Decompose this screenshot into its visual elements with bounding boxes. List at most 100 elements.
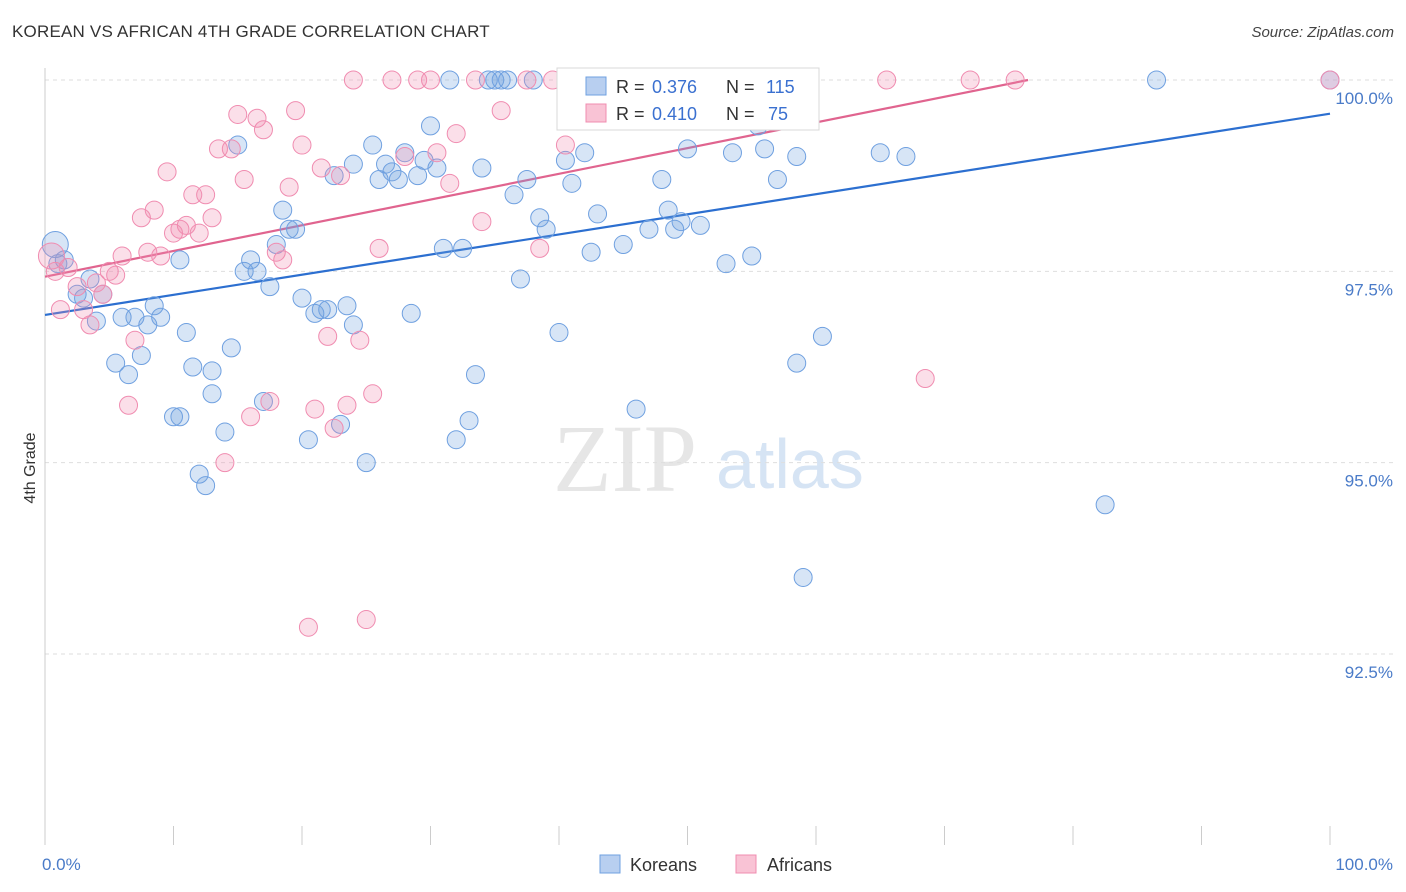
source-credit: Source: ZipAtlas.com	[1251, 24, 1394, 41]
koreans-point-63	[459, 411, 479, 431]
y-tick-label-2: 95.0%	[1345, 472, 1393, 491]
koreans-point-48	[363, 135, 383, 155]
koreans-point-85	[639, 219, 659, 239]
series-label-africans: Africans	[767, 855, 832, 875]
legend-r-value-africans: 0.410	[652, 104, 697, 124]
africans-point-73	[1320, 70, 1340, 90]
koreans-point-23	[202, 384, 222, 404]
africans-point-34	[260, 391, 280, 411]
legend-swatch-koreans	[585, 76, 607, 96]
legend-n-label-africans: N =	[726, 104, 755, 124]
koreans-point-65	[472, 158, 492, 178]
legend-r-label-koreans: R =	[616, 77, 645, 97]
koreans-point-102	[812, 326, 832, 346]
africans-point-55	[421, 70, 440, 90]
koreans-point-79	[575, 143, 595, 163]
legend-r-value-koreans: 0.376	[652, 77, 697, 97]
koreans-point-20	[183, 357, 203, 377]
koreans-point-34	[273, 200, 293, 220]
koreans-point-47	[356, 453, 376, 473]
africans-point-58	[446, 124, 466, 144]
africans-point-4	[67, 277, 87, 297]
africans-point-60	[472, 212, 492, 232]
koreans-point-99	[787, 147, 807, 167]
koreans-point-36	[286, 219, 306, 239]
koreans-point-46	[343, 154, 363, 174]
africans-point-18	[157, 162, 177, 182]
koreans-point-32	[260, 277, 280, 297]
koreans-point-106	[1147, 70, 1167, 90]
koreans-point-54	[401, 303, 421, 323]
koreans-point-50	[376, 154, 396, 174]
africans-point-28	[221, 139, 241, 159]
x-tick-label-0: 0.0%	[42, 855, 81, 874]
africans-point-12	[119, 395, 139, 415]
koreans-point-70	[504, 185, 524, 205]
africans-point-2	[50, 300, 70, 320]
series-label-koreans: Koreans	[630, 855, 697, 875]
africans-point-15	[138, 242, 158, 262]
koreans-point-90	[678, 139, 697, 159]
koreans-point-77	[555, 150, 575, 170]
koreans-point-44	[337, 296, 357, 316]
africans-point-70	[915, 368, 935, 388]
koreans-point-51	[382, 162, 402, 182]
koreans-point-35	[279, 219, 299, 239]
africans-point-33	[253, 120, 273, 140]
africans-point-71	[960, 70, 980, 90]
africans-point-40	[298, 617, 318, 637]
africans-point-65	[555, 135, 575, 155]
koreans-point-95	[742, 246, 762, 266]
koreans-point-103	[870, 143, 890, 163]
koreans-point-104	[896, 147, 916, 167]
koreans-point-26	[221, 338, 241, 358]
africans-point-56	[427, 143, 447, 163]
koreans-point-80	[581, 242, 601, 262]
africans-point-50	[363, 384, 383, 404]
koreans-point-92	[690, 215, 710, 235]
africans-point-23	[189, 223, 209, 243]
koreans-point-31	[253, 391, 273, 411]
koreans-point-76	[549, 323, 569, 343]
koreans-point-60	[440, 70, 460, 90]
africans-point-11	[112, 246, 132, 266]
africans-point-32	[247, 108, 267, 128]
africans-point-47	[343, 70, 363, 90]
koreans-point-25	[215, 422, 235, 442]
koreans-point-30	[247, 261, 267, 281]
africans-point-36	[273, 250, 293, 270]
koreans-point-61	[446, 430, 466, 450]
series-legend: Koreans Africans	[599, 854, 832, 875]
africans-point-53	[395, 147, 415, 167]
africans-point-41	[305, 399, 325, 419]
legend-n-value-koreans: 115	[766, 77, 795, 97]
koreans-point-97	[755, 139, 775, 159]
africans-point-37	[279, 177, 299, 197]
africans-point-59	[465, 70, 485, 90]
koreans-point-88	[665, 219, 685, 239]
africans-point-38	[286, 101, 306, 121]
africans-point-25	[202, 208, 222, 228]
africans-point-42	[311, 158, 331, 178]
legend-n-label-koreans: N =	[726, 77, 755, 97]
africans-point-27	[215, 453, 235, 473]
africans-point-44	[324, 418, 344, 438]
chart-title: KOREAN VS AFRICAN 4TH GRADE CORRELATION …	[12, 22, 490, 41]
stats-legend: R = 0.376 N = 115 R = 0.410 N = 75	[556, 67, 820, 131]
africans-point-48	[350, 330, 370, 350]
africans-point-43	[318, 326, 338, 346]
koreans-point-73	[523, 70, 543, 90]
koreans-point-71	[510, 269, 530, 289]
africans-point-3	[58, 258, 78, 278]
koreans-point-68	[491, 70, 511, 90]
africans-point-6	[80, 315, 100, 335]
y-tick-label-0: 100.0%	[1335, 89, 1393, 108]
africans-point-10	[106, 265, 126, 285]
koreans-point-59	[433, 238, 453, 258]
koreans-point-40	[311, 300, 331, 320]
africans-point-46	[337, 395, 357, 415]
koreans-point-75	[536, 219, 556, 239]
koreans-point-4	[74, 288, 94, 308]
koreans-point-101	[793, 567, 813, 587]
